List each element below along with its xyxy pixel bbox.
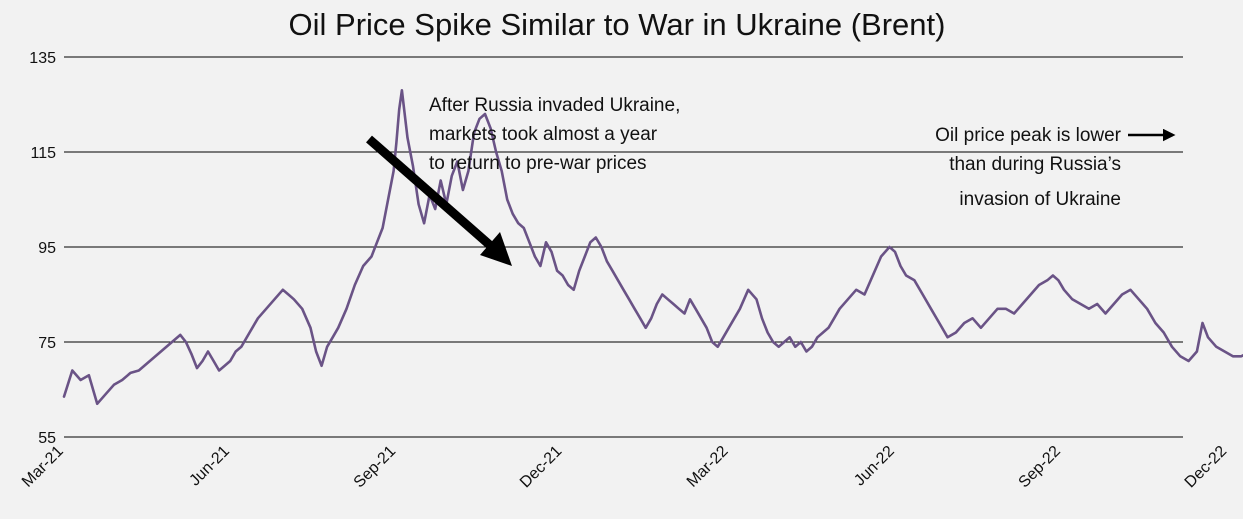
x-axis-tick-labels: Mar-21 Jun-21 Sep-21 Dec-21 Mar-22 Jun-22 Sep-… bbox=[19, 443, 1231, 492]
annotation-ukraine: After Russia invaded Ukraine, markets to… bbox=[366, 95, 680, 266]
annotation-ukraine-line-3: to return to pre-war prices bbox=[429, 153, 647, 174]
grid-lines bbox=[64, 56, 1183, 343]
y-axis-tick-labels: 55 75 95 115 135 bbox=[29, 50, 56, 447]
y-tick-label: 135 bbox=[29, 50, 56, 67]
x-tick-label: Jun-22 bbox=[851, 443, 898, 490]
x-tick-label: Dec-21 bbox=[517, 443, 566, 492]
y-tick-label: 55 bbox=[38, 430, 56, 447]
x-tick-label: Mar-22 bbox=[684, 443, 732, 491]
x-tick-label: Sep-22 bbox=[1016, 443, 1065, 492]
annotation-peak-line-2: than during Russia’s bbox=[949, 154, 1121, 175]
annotation-ukraine-arrow bbox=[366, 135, 512, 266]
y-tick-label: 75 bbox=[38, 335, 56, 352]
annotation-peak-line-3: invasion of Ukraine bbox=[959, 189, 1121, 210]
annotation-ukraine-line-2: markets took almost a year bbox=[429, 124, 658, 145]
annotation-peak-line-1: Oil price peak is lower bbox=[935, 125, 1122, 146]
annotation-peak: Oil price peak is lower than during Russ… bbox=[935, 125, 1176, 210]
x-tick-label: Sep-21 bbox=[351, 443, 400, 492]
annotation-ukraine-line-1: After Russia invaded Ukraine, bbox=[429, 95, 680, 116]
series-line-brent bbox=[62, 89, 1243, 406]
x-tick-label: Dec-22 bbox=[1182, 443, 1231, 492]
chart-title: Oil Price Spike Similar to War in Ukrain… bbox=[289, 7, 946, 42]
x-tick-label: Mar-21 bbox=[19, 443, 67, 491]
y-tick-label: 95 bbox=[38, 240, 56, 257]
x-tick-label: Jun-21 bbox=[186, 443, 233, 490]
y-tick-label: 115 bbox=[30, 145, 56, 162]
